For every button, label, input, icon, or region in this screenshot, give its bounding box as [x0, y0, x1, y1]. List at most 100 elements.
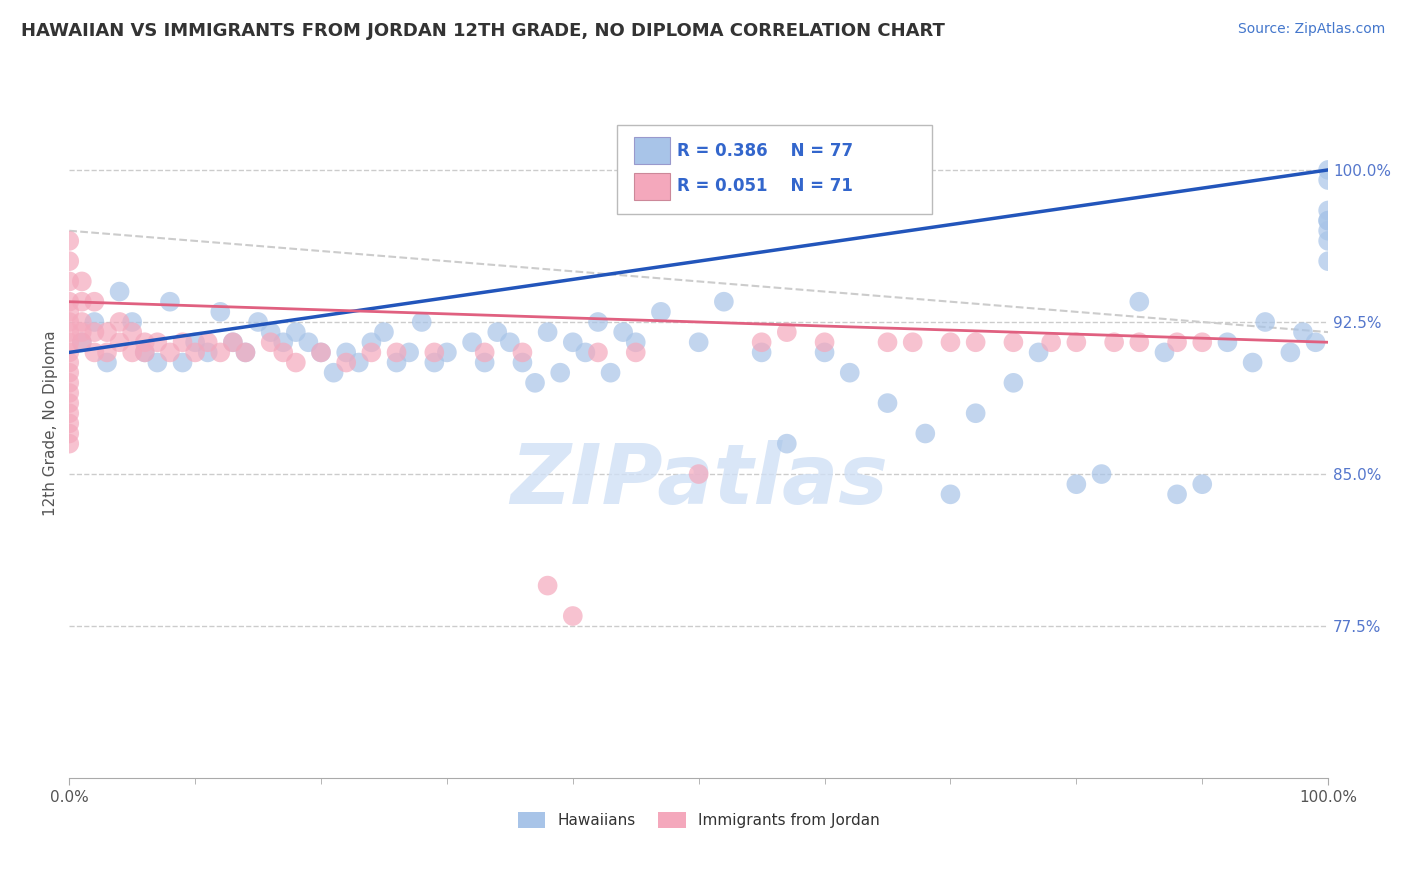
Point	[688, 467, 710, 481]
Point	[58, 305, 80, 319]
Point	[260, 325, 283, 339]
Point	[146, 355, 169, 369]
Point	[58, 294, 80, 309]
Point	[1166, 487, 1188, 501]
Point	[121, 315, 143, 329]
Point	[436, 345, 458, 359]
Point	[1317, 254, 1340, 268]
Point	[83, 345, 105, 359]
Point	[1102, 335, 1125, 350]
Point	[561, 335, 583, 350]
Point	[96, 345, 118, 359]
Point	[172, 355, 194, 369]
Point	[197, 335, 219, 350]
Point	[58, 335, 80, 350]
Point	[474, 355, 496, 369]
Point	[271, 345, 294, 359]
Point	[197, 345, 219, 359]
Point	[373, 325, 395, 339]
FancyBboxPatch shape	[617, 125, 932, 214]
Point	[1066, 477, 1088, 491]
Point	[474, 345, 496, 359]
Point	[624, 345, 647, 359]
Point	[624, 335, 647, 350]
Point	[1128, 335, 1150, 350]
Point	[360, 335, 382, 350]
Point	[561, 609, 583, 624]
Point	[146, 335, 169, 350]
Point	[134, 335, 156, 350]
Point	[813, 335, 835, 350]
Point	[536, 578, 558, 592]
Point	[108, 335, 131, 350]
Point	[58, 426, 80, 441]
Point	[1317, 162, 1340, 177]
Point	[423, 345, 446, 359]
Point	[1191, 335, 1213, 350]
Point	[713, 294, 735, 309]
Point	[599, 366, 621, 380]
Point	[222, 335, 245, 350]
Point	[297, 335, 319, 350]
Point	[58, 325, 80, 339]
Text: R = 0.051    N = 71: R = 0.051 N = 71	[678, 178, 853, 195]
Y-axis label: 12th Grade, No Diploma: 12th Grade, No Diploma	[44, 331, 58, 516]
Point	[58, 396, 80, 410]
Point	[1028, 345, 1050, 359]
Point	[222, 335, 245, 350]
Point	[776, 325, 799, 339]
Point	[612, 325, 634, 339]
Point	[108, 315, 131, 329]
Point	[914, 426, 936, 441]
Point	[524, 376, 547, 390]
Point	[411, 315, 433, 329]
Point	[1216, 335, 1239, 350]
Point	[1292, 325, 1315, 339]
Point	[209, 345, 232, 359]
Point	[385, 345, 408, 359]
Point	[184, 345, 207, 359]
Point	[159, 345, 181, 359]
Point	[70, 275, 93, 289]
Point	[96, 355, 118, 369]
Point	[235, 345, 257, 359]
Point	[58, 436, 80, 450]
Point	[751, 345, 773, 359]
Point	[876, 335, 898, 350]
Point	[247, 315, 270, 329]
Point	[309, 345, 332, 359]
Point	[83, 294, 105, 309]
Point	[1317, 203, 1340, 218]
Point	[134, 345, 156, 359]
Point	[260, 335, 283, 350]
Point	[1090, 467, 1112, 481]
Point	[423, 355, 446, 369]
Point	[1254, 315, 1277, 329]
Point	[184, 335, 207, 350]
Point	[1317, 173, 1340, 187]
Point	[1153, 345, 1175, 359]
Point	[1166, 335, 1188, 350]
Point	[688, 335, 710, 350]
Point	[58, 386, 80, 401]
Point	[586, 315, 609, 329]
Point	[70, 325, 93, 339]
Point	[335, 345, 357, 359]
Point	[58, 275, 80, 289]
Point	[58, 366, 80, 380]
FancyBboxPatch shape	[634, 173, 669, 200]
Point	[1191, 477, 1213, 491]
Point	[1128, 294, 1150, 309]
Point	[586, 345, 609, 359]
Point	[58, 234, 80, 248]
Point	[108, 285, 131, 299]
Point	[813, 345, 835, 359]
Point	[1241, 355, 1264, 369]
Point	[939, 487, 962, 501]
Point	[70, 335, 93, 350]
Point	[58, 417, 80, 431]
Point	[83, 325, 105, 339]
Point	[159, 294, 181, 309]
Point	[172, 335, 194, 350]
Point	[650, 305, 672, 319]
